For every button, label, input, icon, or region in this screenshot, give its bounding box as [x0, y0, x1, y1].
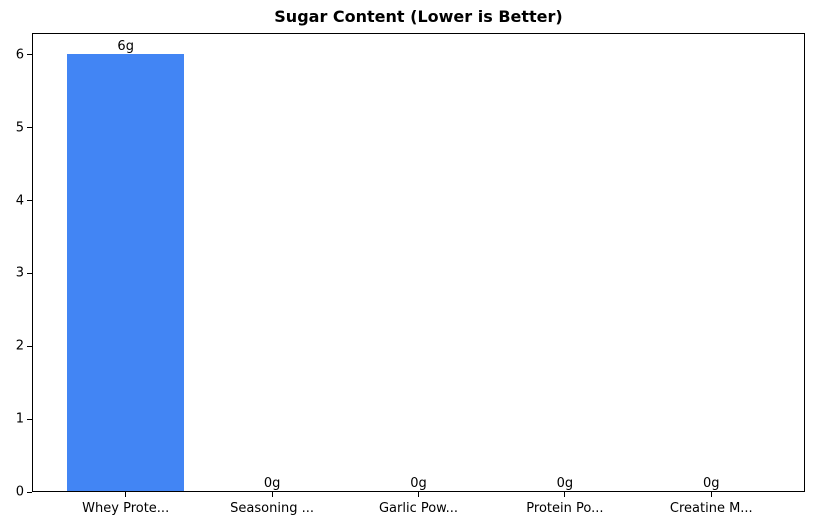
- bar: [67, 53, 185, 491]
- chart-title: Sugar Content (Lower is Better): [274, 7, 563, 26]
- bar-value-label: 6g: [117, 38, 134, 54]
- bar-value-label: 0g: [410, 476, 427, 491]
- y-axis-tick: [27, 200, 32, 202]
- x-axis-tick: [125, 492, 127, 497]
- bar-value-label: 0g: [556, 476, 574, 491]
- y-tick-label: 1: [15, 411, 24, 427]
- y-axis-tick: [27, 418, 32, 420]
- plot-area: [32, 33, 805, 492]
- y-axis-tick: [27, 272, 32, 274]
- bar-value-label: 0g: [703, 476, 720, 491]
- x-axis-tick: [710, 492, 712, 497]
- y-tick-label: 5: [15, 120, 24, 136]
- x-tick-label: Whey Prote...: [82, 501, 170, 516]
- x-tick-label: Creatine M...: [669, 501, 753, 516]
- bar-value-label: 0g: [263, 476, 281, 491]
- x-axis-tick: [564, 492, 566, 497]
- x-axis-tick: [418, 492, 419, 497]
- y-axis-tick: [27, 491, 32, 493]
- y-tick-label: 6: [15, 47, 24, 63]
- x-tick-label: Protein Po...: [526, 501, 604, 516]
- y-axis-tick: [27, 54, 32, 56]
- y-tick-label: 2: [15, 338, 24, 354]
- y-tick-label: 4: [15, 193, 24, 209]
- x-axis-tick: [271, 492, 273, 497]
- y-axis-tick: [27, 345, 32, 347]
- x-tick-label: Garlic Pow...: [378, 501, 459, 516]
- y-axis-tick: [27, 127, 32, 129]
- y-tick-label: 0: [15, 484, 24, 500]
- y-tick-label: 3: [15, 265, 24, 281]
- x-tick-label: Seasoning ...: [230, 501, 315, 516]
